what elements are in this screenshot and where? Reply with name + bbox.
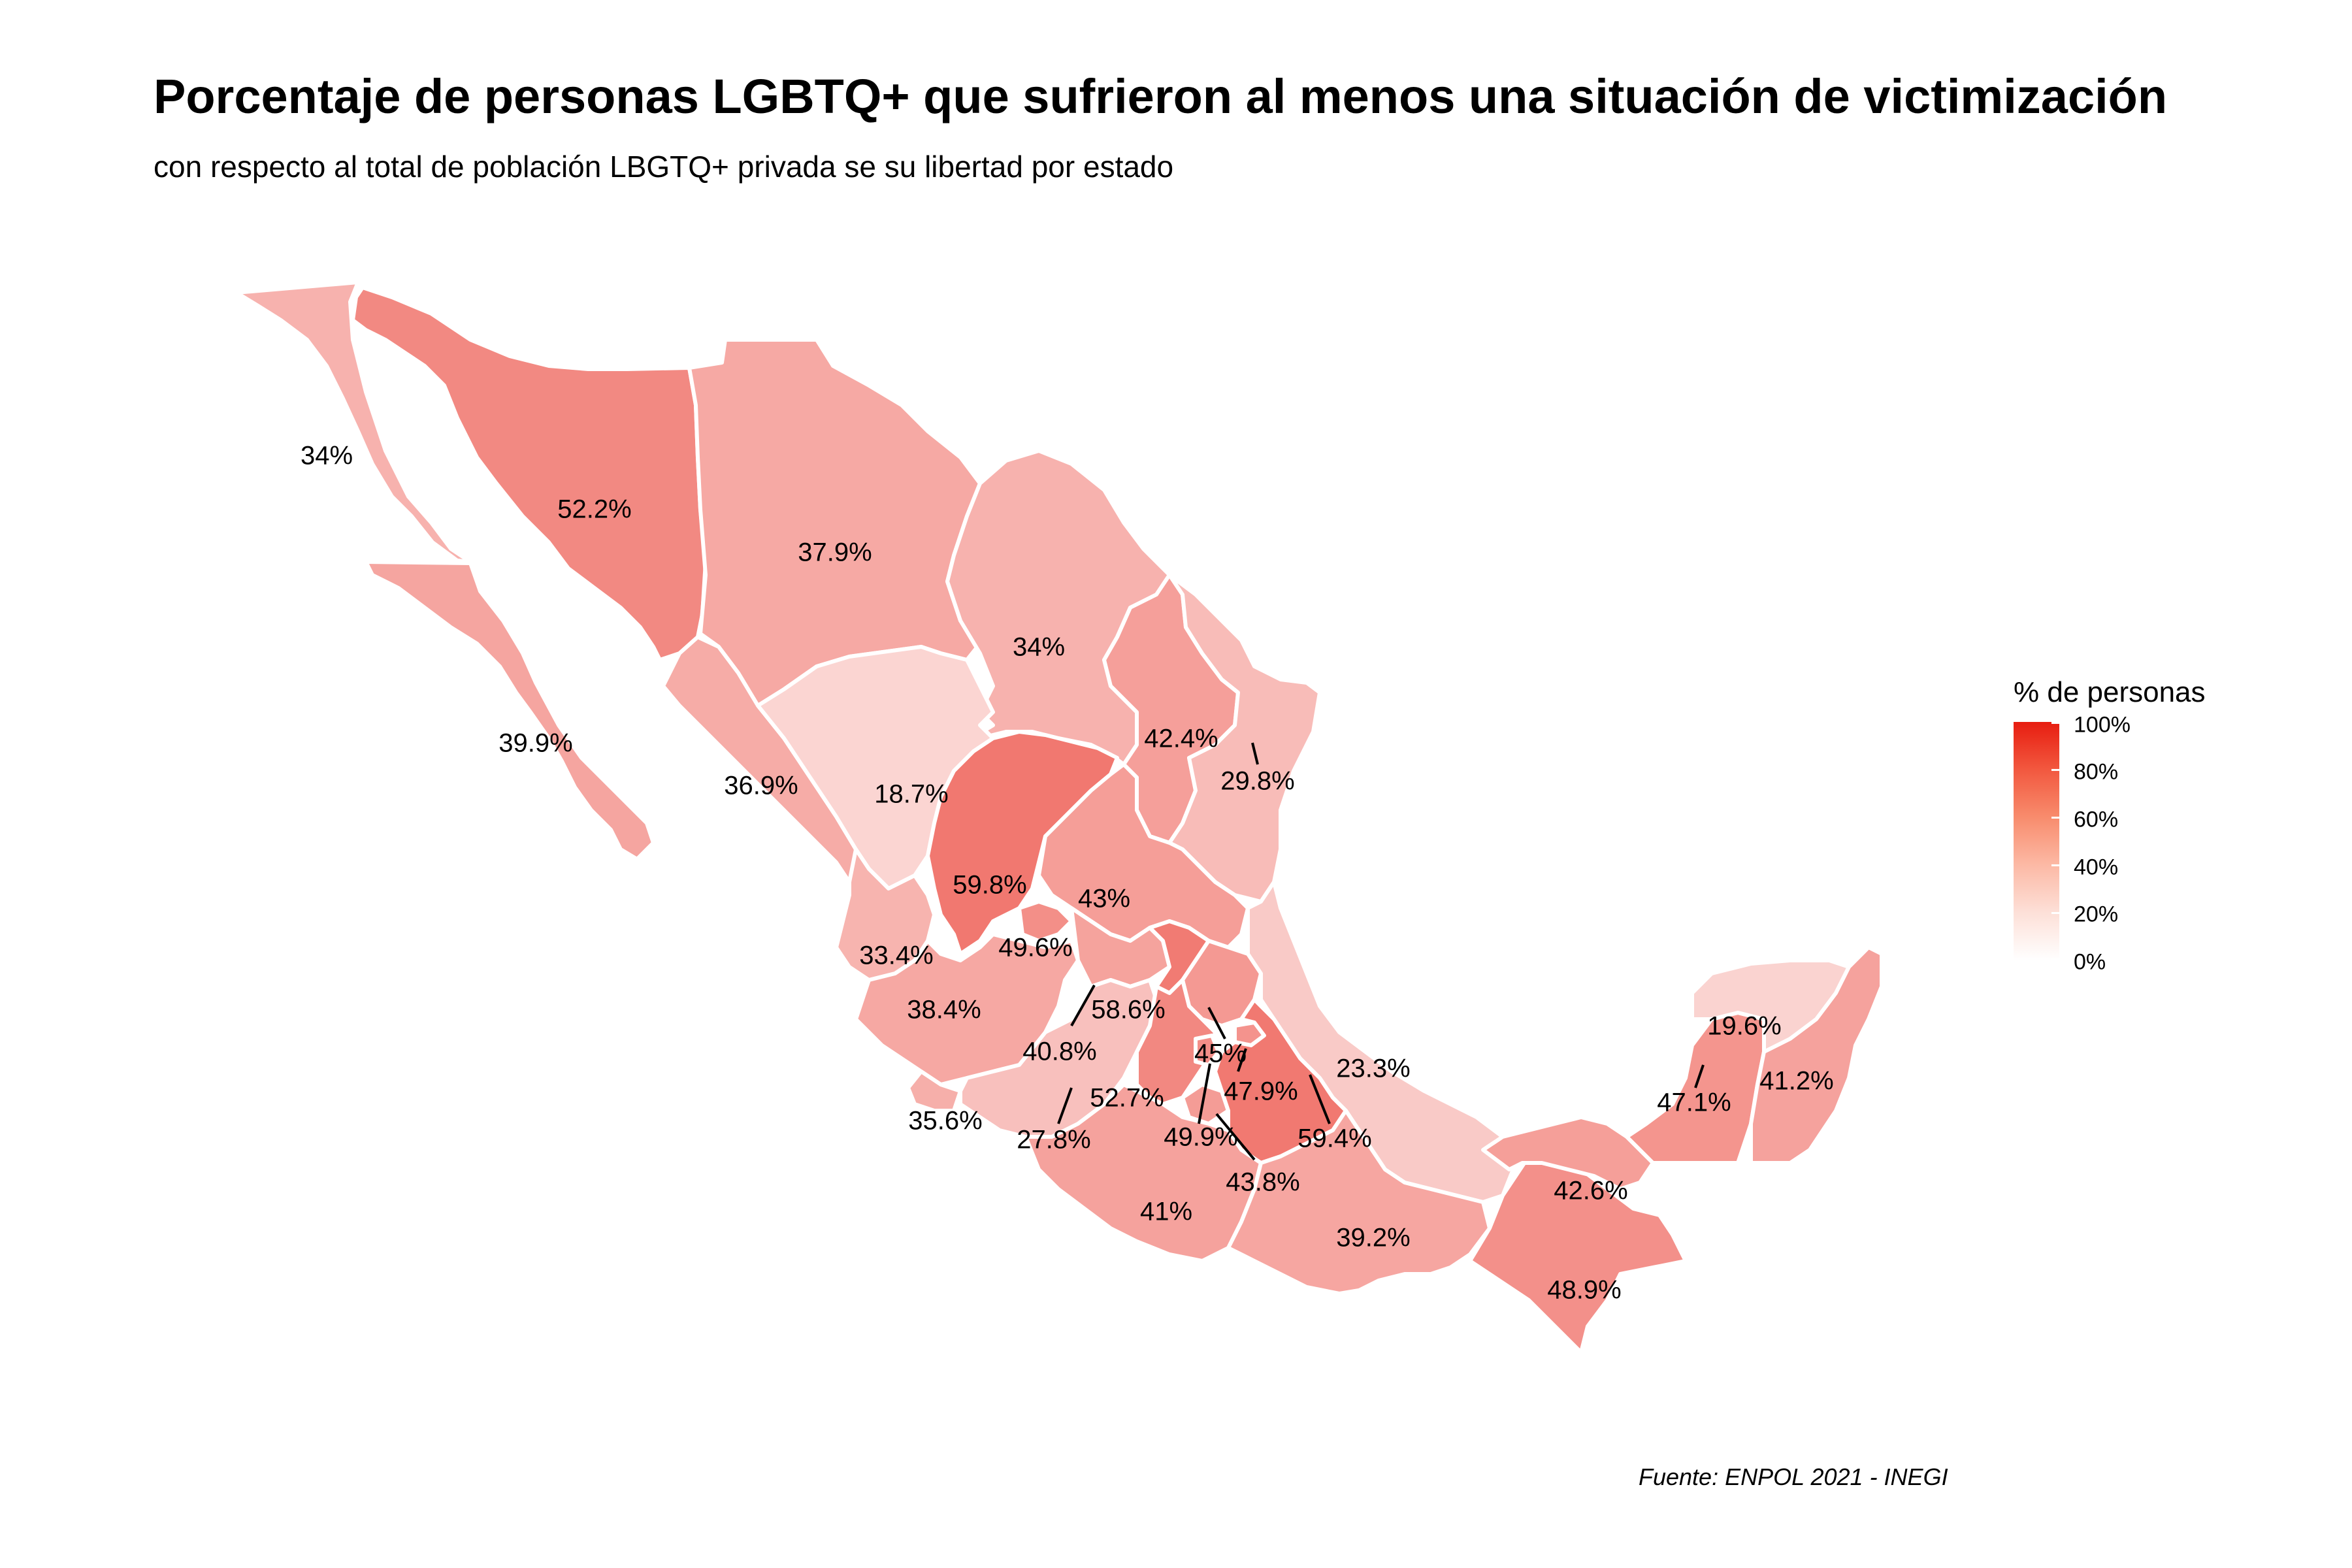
leader-line-cdmx — [1198, 1063, 1211, 1124]
value-label-ver: 23.3% — [1336, 1054, 1410, 1083]
states-layer — [235, 280, 1884, 1354]
value-label-mich: 27.8% — [1017, 1126, 1090, 1154]
state-jal — [854, 932, 1080, 1086]
chart-subtitle: con respecto al total de población LBGTQ… — [154, 150, 1174, 184]
value-label-son: 52.2% — [557, 495, 631, 524]
leader-line-tlax — [1237, 1048, 1247, 1072]
legend-tickmark — [2051, 722, 2059, 724]
value-labels: 34% 52.2% 37.9% 34% 42.4%29.8% 39.9% 36.9% 18.7… — [301, 442, 1834, 1305]
value-label-jal: 38.4% — [907, 996, 981, 1024]
value-label-qro: 58.6% — [1091, 996, 1165, 1024]
legend-tickmark — [2051, 958, 2059, 960]
value-label-tamps: 29.8% — [1220, 767, 1294, 796]
value-label-dgo: 18.7% — [874, 780, 948, 809]
legend-tickmark — [2051, 769, 2059, 771]
value-label-sin: 36.9% — [724, 772, 798, 800]
value-label-tab: 42.6% — [1554, 1177, 1627, 1205]
value-label-yuc: 19.6% — [1707, 1012, 1781, 1041]
state-sin — [661, 635, 871, 884]
value-label-qroo: 41.2% — [1759, 1067, 1833, 1096]
value-label-gto: 40.8% — [1022, 1037, 1096, 1066]
state-bc — [235, 280, 472, 564]
value-label-camp: 47.1% — [1657, 1088, 1731, 1117]
legend-tick-label: 20% — [2074, 902, 2119, 927]
legend-tick-label: 0% — [2074, 949, 2106, 975]
value-label-pue: 59.4% — [1298, 1124, 1371, 1153]
state-cdmx — [1194, 1034, 1220, 1067]
state-chih — [687, 338, 982, 708]
legend-color-bar — [2014, 722, 2059, 960]
leader-lines — [1057, 742, 1705, 1161]
value-label-coah: 34% — [1013, 633, 1065, 662]
value-label-zac: 59.8% — [953, 871, 1026, 900]
leader-line-tamps — [1251, 742, 1259, 765]
legend-tick-label: 80% — [2074, 759, 2119, 785]
state-son — [351, 286, 708, 662]
value-label-chih: 37.9% — [798, 538, 872, 567]
value-label-nl: 42.4% — [1144, 725, 1218, 753]
leader-line-mich — [1057, 1087, 1073, 1124]
leader-line-qro — [1070, 985, 1096, 1026]
legend-tickmark — [2051, 864, 2059, 866]
leader-line-pue — [1309, 1074, 1331, 1124]
legend-tick-label: 60% — [2074, 807, 2119, 832]
state-bcs — [364, 560, 655, 861]
leader-line-mor — [1215, 1113, 1256, 1161]
source-caption: Fuente: ENPOL 2021 - INEGI — [1639, 1463, 1948, 1490]
value-label-bcs: 39.9% — [498, 729, 572, 758]
value-label-oax: 39.2% — [1336, 1224, 1410, 1252]
value-label-hgo: 45% — [1194, 1039, 1247, 1068]
state-zac — [926, 730, 1119, 956]
state-qroo — [1749, 945, 1884, 1165]
legend-tick-label: 100% — [2074, 712, 2131, 738]
value-label-cdmx: 49.9% — [1164, 1123, 1237, 1152]
value-label-bc: 34% — [301, 442, 353, 470]
legend-tickmark — [2051, 912, 2059, 914]
legend-title: % de personas — [2014, 676, 2206, 708]
leader-line-camp — [1694, 1064, 1705, 1088]
state-mex — [1135, 978, 1217, 1106]
state-col — [906, 1070, 962, 1113]
state-oax — [1226, 1109, 1492, 1296]
value-label-slp: 43% — [1078, 885, 1130, 913]
state-ags — [1017, 900, 1073, 943]
value-label-gro: 41% — [1140, 1198, 1192, 1226]
value-label-tlax: 47.9% — [1224, 1077, 1298, 1106]
legend-tick-label: 40% — [2074, 855, 2119, 880]
state-hgo — [1181, 939, 1263, 1028]
legend: % de personas 100% 80% 60% 40% 20% 0% — [2014, 676, 2229, 977]
leader-line-hgo — [1207, 1007, 1226, 1039]
value-label-mor: 43.8% — [1226, 1168, 1299, 1197]
value-label-col: 35.6% — [908, 1107, 982, 1135]
value-label-chis: 48.9% — [1547, 1276, 1621, 1305]
value-label-ags: 49.6% — [998, 934, 1072, 962]
chart-title: Porcentaje de personas LGBTQ+ que sufrie… — [154, 69, 2168, 123]
legend-tickmark — [2051, 817, 2059, 819]
value-label-mex: 52.7% — [1090, 1084, 1164, 1113]
value-label-nay: 33.4% — [859, 941, 933, 970]
